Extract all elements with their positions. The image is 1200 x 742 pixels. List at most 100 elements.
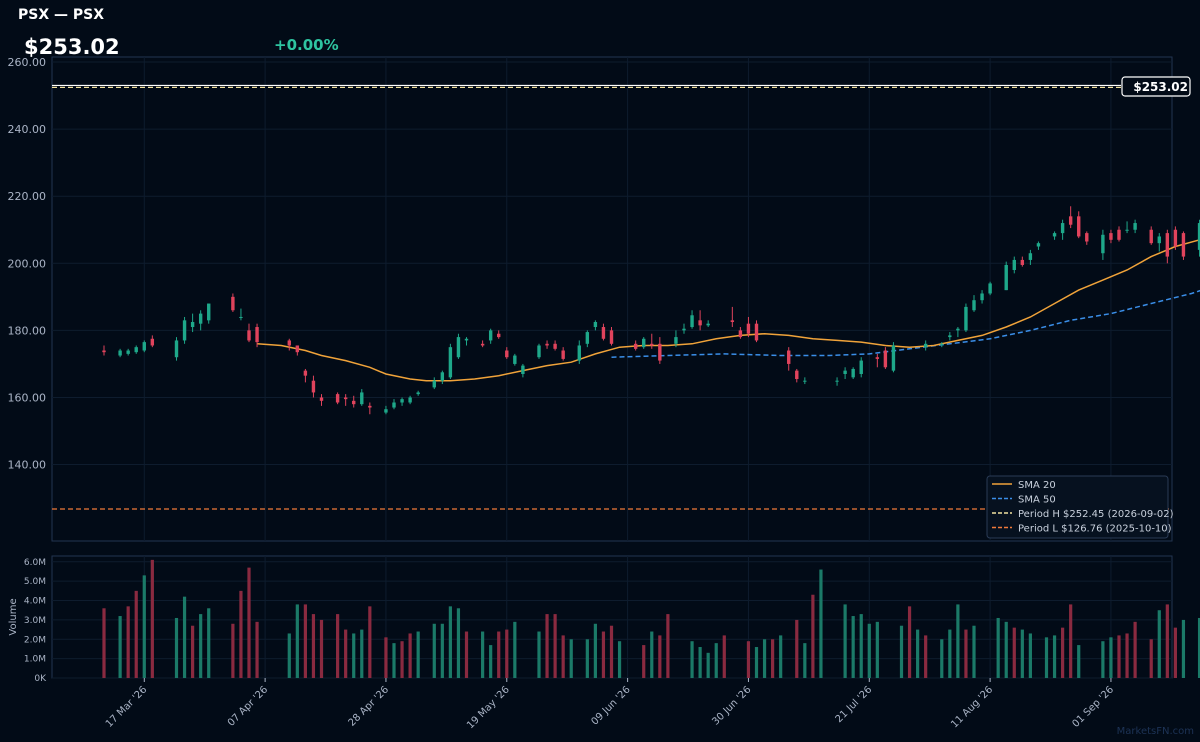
volume-tick-label: 1.0M: [24, 655, 46, 665]
volume-bar: [601, 631, 606, 678]
volume-bar: [464, 631, 469, 678]
volume-bar: [1004, 621, 1008, 678]
volume-bar: [859, 614, 863, 678]
candle-body: [247, 330, 251, 341]
last-price-tag-box: [1121, 76, 1191, 97]
volume-bar: [779, 635, 783, 678]
volume-bar: [899, 625, 904, 678]
volume-bar: [1181, 619, 1186, 678]
candle-body: [1125, 229, 1129, 231]
candle: [295, 345, 300, 356]
volume-bar: [593, 623, 597, 678]
legend-item: SMA 50: [992, 495, 1056, 506]
candle-body: [1181, 233, 1186, 257]
candle: [1173, 226, 1178, 250]
candle: [150, 335, 155, 348]
volume-bar: [754, 647, 759, 678]
candle: [1133, 219, 1137, 234]
watermark: MarketsFN.com: [1117, 726, 1194, 737]
volume-bar: [1028, 633, 1032, 678]
candle: [392, 399, 396, 410]
x-tick-label: 11 Aug '26: [949, 684, 995, 730]
candle-body: [368, 405, 372, 408]
candle: [706, 320, 710, 328]
candle: [1052, 231, 1057, 240]
legend-label: Period L $126.76 (2025-10-10): [1018, 524, 1172, 535]
volume-bar: [561, 635, 565, 678]
volume-bar: [1173, 627, 1177, 678]
candle-body: [448, 347, 453, 378]
candle-body: [134, 347, 138, 353]
reference-lines: [52, 84, 1172, 510]
candle-body: [988, 283, 992, 294]
candle-body: [118, 350, 122, 356]
volume-tick-label: 0K: [34, 674, 47, 684]
candle: [537, 343, 541, 359]
candle: [964, 303, 968, 333]
candle: [1149, 226, 1153, 245]
candle: [851, 367, 855, 380]
candle: [642, 337, 646, 349]
candle: [988, 281, 992, 296]
candle-body: [150, 338, 155, 346]
candle-body: [633, 343, 638, 349]
volume-bar: [336, 614, 340, 678]
candle-body: [642, 338, 646, 348]
legend-item: Period L $126.76 (2025-10-10): [992, 524, 1172, 535]
candle-body: [1101, 234, 1105, 254]
candle-body: [803, 380, 807, 382]
x-tick-label: 17 Mar '26: [104, 684, 150, 730]
candle: [754, 320, 759, 343]
candle: [795, 368, 799, 383]
candle-body: [891, 345, 896, 371]
candle-body: [972, 300, 976, 311]
candle-body: [730, 320, 735, 322]
candle: [440, 370, 445, 385]
volume-bar: [1157, 610, 1161, 678]
candle-body: [843, 370, 847, 374]
candle-body: [480, 343, 485, 346]
legend-item: Period H $252.45 (2026-09-02): [992, 509, 1174, 520]
moving-averages: [257, 238, 1200, 382]
candle: [730, 306, 735, 328]
y-tick-label: 260.00: [8, 56, 47, 69]
volume-bar: [481, 631, 485, 678]
candle: [368, 402, 372, 415]
candle-body: [255, 327, 259, 343]
candle-body: [545, 343, 549, 346]
candle: [118, 348, 122, 358]
candle: [488, 328, 493, 344]
candle-body: [601, 327, 606, 339]
last-price-header: $253.02: [24, 35, 120, 59]
candle: [513, 353, 517, 366]
candle: [883, 347, 888, 369]
candle-body: [505, 350, 509, 358]
candle-body: [609, 330, 614, 344]
candle-body: [416, 392, 420, 395]
candle: [1125, 221, 1129, 234]
volume-bar: [199, 614, 203, 678]
candle: [126, 348, 130, 356]
candle-body: [706, 323, 710, 326]
x-tick-label: 21 Jul '26: [834, 684, 875, 725]
candle-body: [690, 315, 694, 328]
candle: [948, 332, 952, 341]
volume-bars: [102, 559, 1200, 678]
candle-body: [577, 345, 581, 361]
volume-bar: [537, 631, 541, 678]
candle-body: [1028, 253, 1033, 260]
volume-bar: [150, 559, 154, 678]
candle-body: [537, 345, 541, 358]
candle: [1012, 256, 1016, 274]
candle-body: [1197, 223, 1200, 250]
volume-bar: [319, 619, 324, 678]
candle-body: [682, 328, 686, 331]
candle-body: [585, 332, 590, 344]
legend-label: Period H $252.45 (2026-09-02): [1018, 509, 1174, 520]
volume-bar: [924, 635, 928, 678]
x-tick-label: 30 Jun '26: [710, 684, 753, 727]
candle: [360, 389, 364, 406]
candle-body: [875, 357, 880, 359]
candle-body: [1060, 223, 1065, 234]
volume-bar: [408, 633, 412, 678]
